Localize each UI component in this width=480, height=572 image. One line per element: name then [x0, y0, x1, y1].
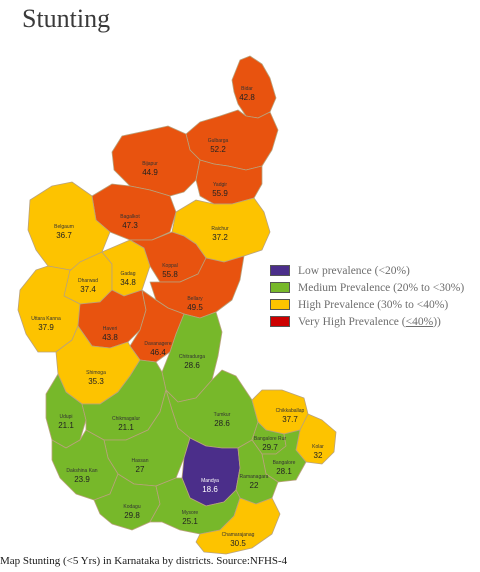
- district-value-bijapur: 44.9: [142, 168, 158, 177]
- district-value-gulbarga: 52.2: [210, 145, 226, 154]
- district-value-mandya: 18.6: [202, 485, 218, 494]
- district-name-raichur: Raichur: [211, 226, 229, 232]
- district-name-gulbarga: Gulbarga: [208, 138, 229, 144]
- district-name-udupi: Udupi: [59, 414, 72, 420]
- district-name-bangalore: Bangalore: [273, 460, 296, 466]
- district-bidar: [231, 55, 277, 119]
- district-value-hassan: 27: [136, 465, 145, 474]
- district-value-kolar: 32: [314, 451, 323, 460]
- district-name-davanagere: Davanagere: [144, 341, 171, 347]
- district-name-dakshina-kan: Dakshina Kan: [66, 468, 97, 474]
- district-name-hassan: Hassan: [132, 458, 149, 464]
- district-chamarajanag: [195, 497, 281, 555]
- district-value-haveri: 43.8: [102, 333, 118, 342]
- district-name-tumkur: Tumkur: [214, 412, 231, 418]
- district-value-davanagere: 46.4: [150, 348, 166, 357]
- district-value-bangalore: 28.1: [276, 467, 292, 476]
- map-title: Stunting: [22, 4, 111, 33]
- district-value-bangalore-rur: 29.7: [262, 443, 278, 452]
- district-value-chitradurga: 28.6: [184, 361, 200, 370]
- district-value-bellary: 49.5: [187, 303, 203, 312]
- legend-swatch-medium: [270, 282, 290, 293]
- district-name-belgaum: Belgaum: [54, 224, 74, 230]
- legend-label-low: Low prevalence (<20%): [298, 264, 410, 277]
- district-value-gadag: 34.8: [120, 278, 136, 287]
- district-value-kodagu: 29.8: [124, 511, 140, 520]
- district-value-yadgir: 55.9: [212, 189, 228, 198]
- legend-label-medium: Medium Prevalence (20% to <30%): [298, 281, 465, 294]
- district-name-chikkaballap: Chikkaballap: [276, 408, 305, 414]
- district-yadgir: [195, 159, 263, 205]
- district-name-gadag: Gadag: [120, 271, 135, 277]
- district-value-bidar: 42.8: [239, 93, 255, 102]
- legend-swatch-high: [270, 299, 290, 310]
- legend-item-low: Low prevalence (<20%): [270, 262, 464, 279]
- district-name-dharwad: Dharwad: [78, 278, 98, 284]
- district-name-kolar: Kolar: [312, 444, 324, 450]
- district-name-bijapur: Bijapur: [142, 161, 158, 167]
- district-value-chikmagalur: 21.1: [118, 423, 134, 432]
- legend-item-very-high: Very High Prevalence (<40%)): [270, 313, 464, 330]
- legend-swatch-very-high: [270, 316, 290, 327]
- district-name-chitradurga: Chitradurga: [179, 354, 205, 360]
- district-value-dharwad: 37.4: [80, 285, 96, 294]
- district-value-raichur: 37.2: [212, 233, 228, 242]
- district-name-bagalkot: Bagalkot: [120, 214, 140, 220]
- district-name-mysore: Mysore: [182, 510, 199, 516]
- district-value-uttara-kanna: 37.9: [38, 323, 54, 332]
- district-udupi: [45, 373, 87, 449]
- district-value-mysore: 25.1: [182, 517, 198, 526]
- district-name-bidar: Bidar: [241, 86, 253, 92]
- district-name-haveri: Haveri: [103, 326, 117, 332]
- legend-item-medium: Medium Prevalence (20% to <30%): [270, 279, 464, 296]
- map-caption: Map Stunting (<5 Yrs) in Karnataka by di…: [0, 555, 288, 567]
- district-value-udupi: 21.1: [58, 421, 74, 430]
- district-value-koppal: 55.8: [162, 270, 178, 279]
- district-name-kodagu: Kodagu: [123, 504, 140, 510]
- district-value-chikkaballap: 37.7: [282, 415, 298, 424]
- district-name-koppal: Koppal: [162, 263, 178, 269]
- district-name-bangalore-rur: Bangalore Rur: [254, 436, 287, 442]
- district-name-bellary: Bellary: [187, 296, 203, 302]
- district-name-shimoga: Shimoga: [86, 370, 106, 376]
- district-name-yadgir: Yadgir: [213, 182, 227, 188]
- district-name-chikmagalur: Chikmagalur: [112, 416, 140, 422]
- district-bijapur: [111, 125, 201, 197]
- district-name-chamarajanag: Chamarajanag: [222, 532, 255, 538]
- district-value-ramanagara: 22: [250, 481, 259, 490]
- district-value-belgaum: 36.7: [56, 231, 72, 240]
- map-legend: Low prevalence (<20%) Medium Prevalence …: [270, 262, 464, 330]
- district-name-mandya: Mandya: [201, 478, 219, 484]
- legend-swatch-low: [270, 265, 290, 276]
- district-name-uttara-kanna: Uttara Kanna: [31, 316, 61, 322]
- district-value-tumkur: 28.6: [214, 419, 230, 428]
- district-value-dakshina-kan: 23.9: [74, 475, 90, 484]
- district-value-shimoga: 35.3: [88, 377, 104, 386]
- legend-label-very-high: Very High Prevalence (<40%)): [298, 315, 441, 328]
- district-value-bagalkot: 47.3: [122, 221, 138, 230]
- district-value-chamarajanag: 30.5: [230, 539, 246, 548]
- legend-item-high: High Prevalence (30% to <40%): [270, 296, 464, 313]
- legend-label-high: High Prevalence (30% to <40%): [298, 298, 449, 311]
- district-name-ramanagara: Ramanagara: [240, 474, 269, 480]
